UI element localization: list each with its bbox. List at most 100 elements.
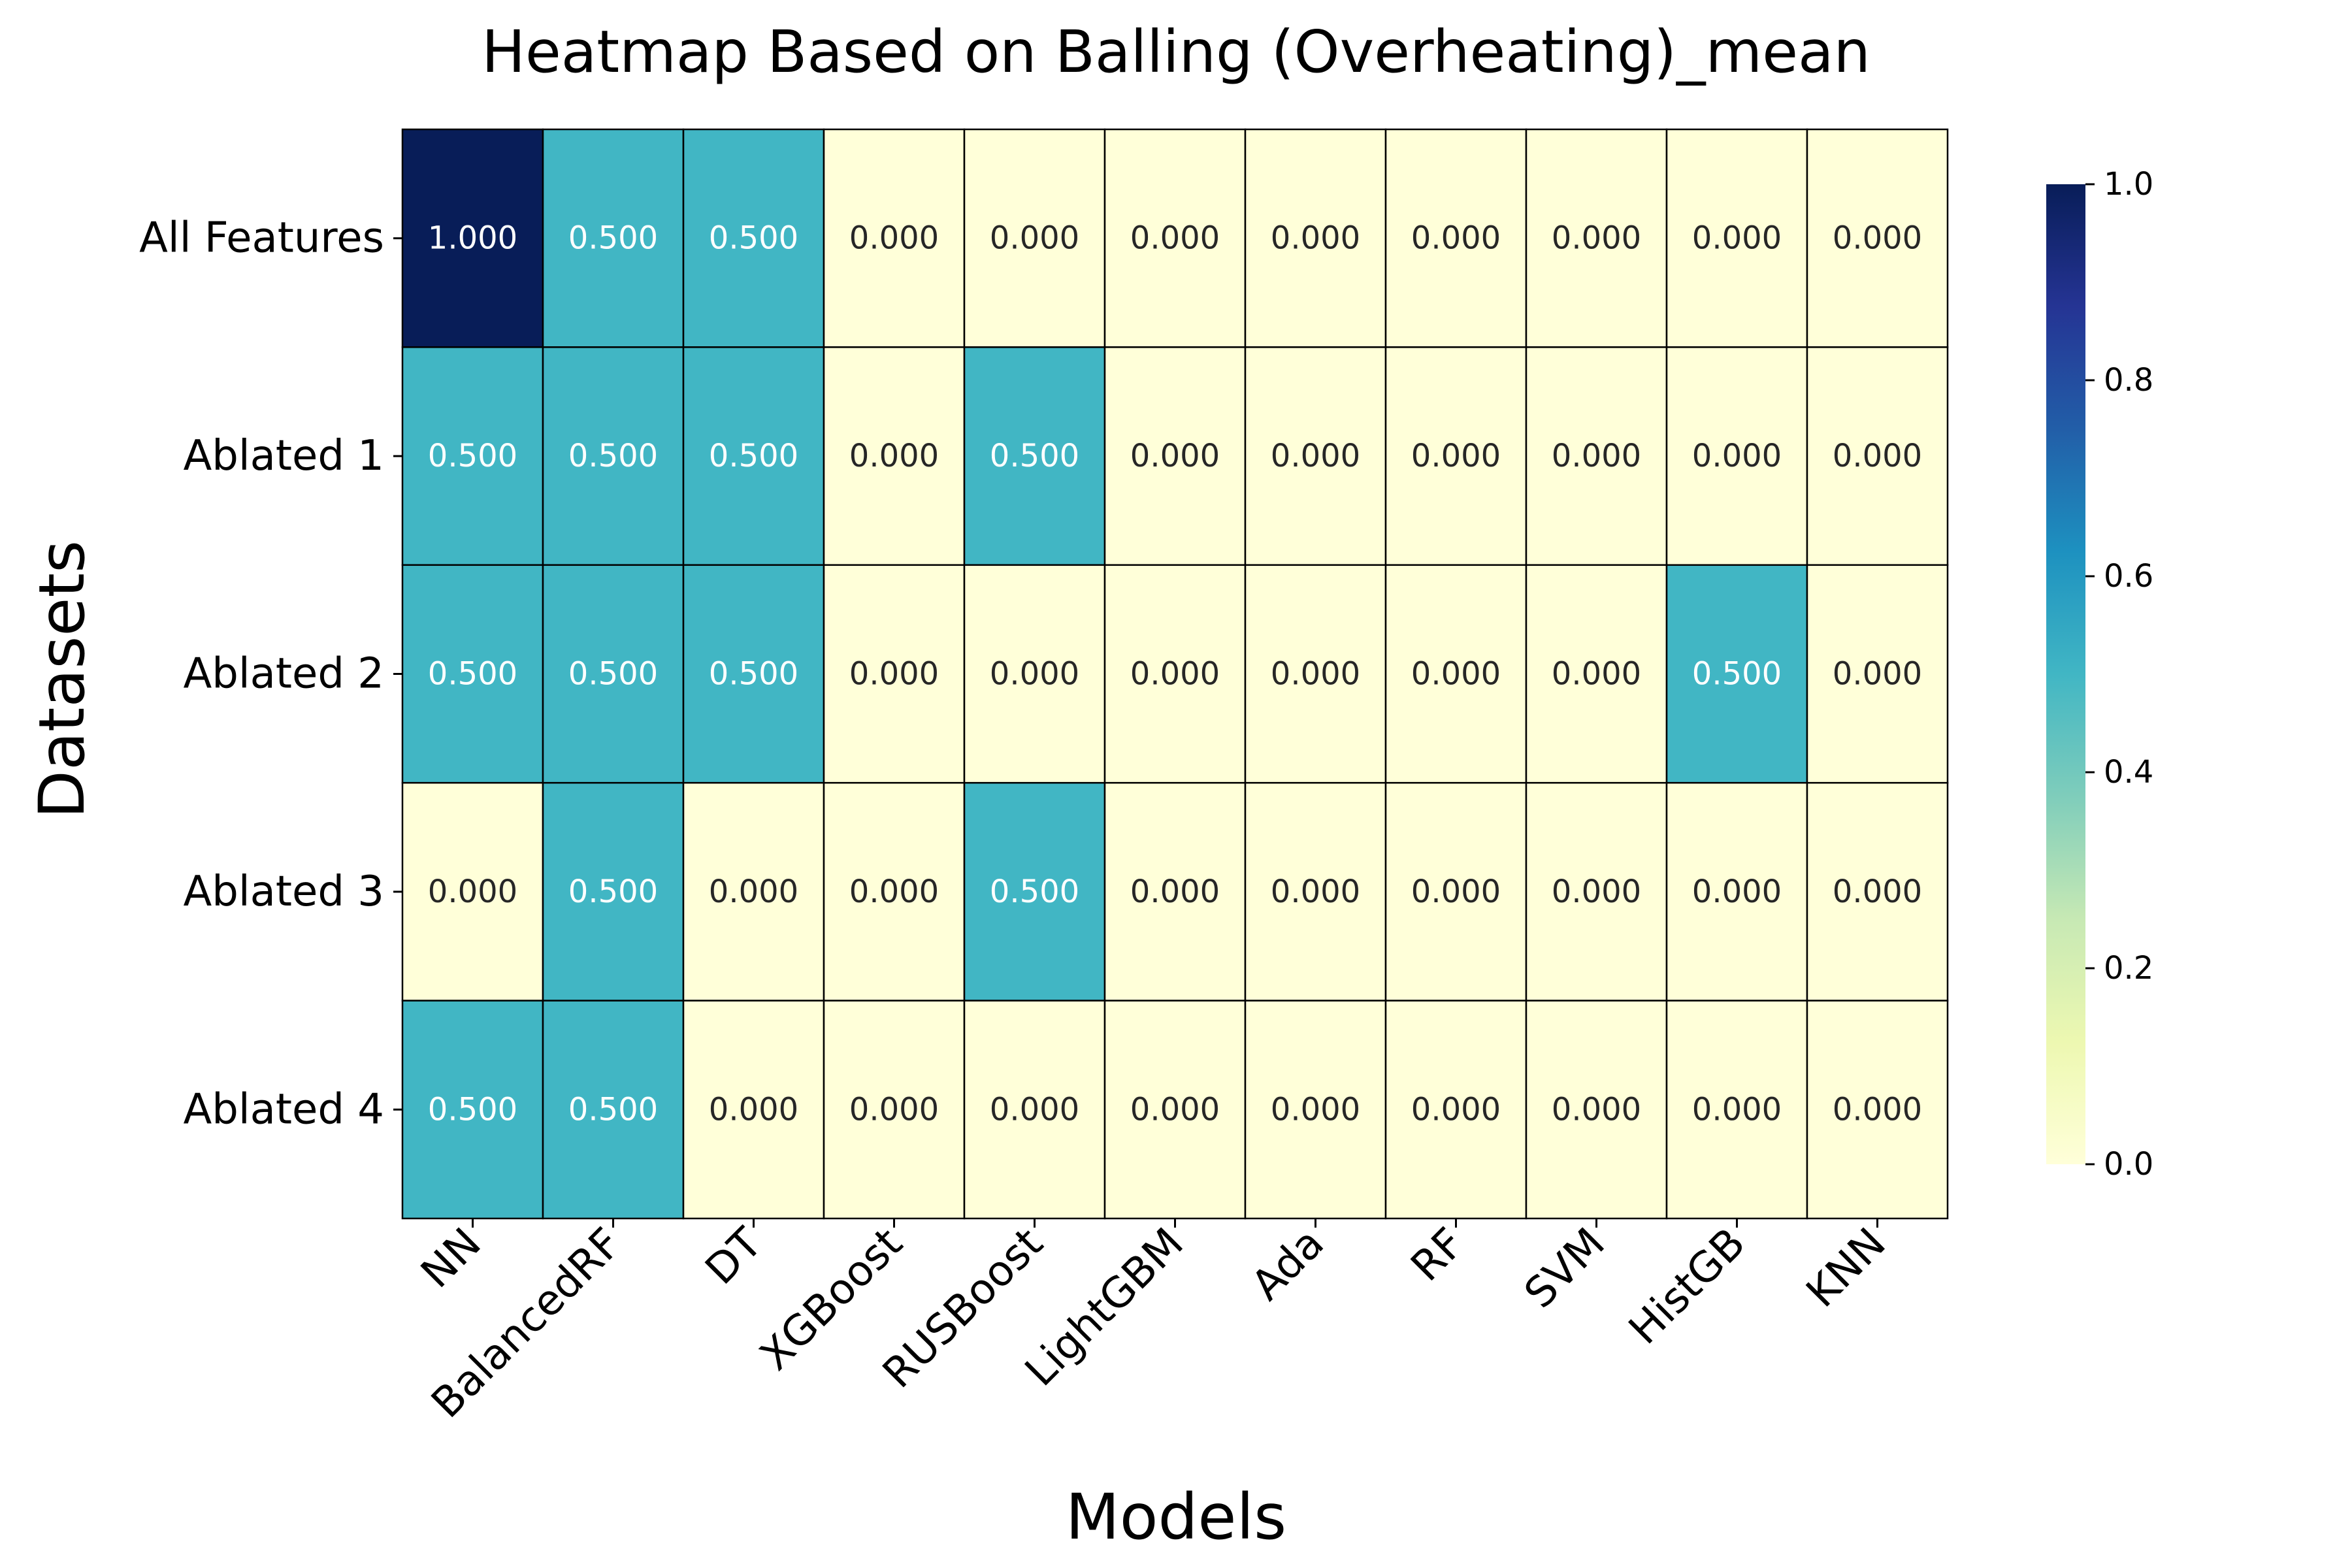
- cell-value-label: 0.000: [1552, 874, 1641, 910]
- cell-value-label: 0.000: [1552, 438, 1641, 474]
- cell-value-label: 0.000: [1130, 438, 1220, 474]
- heatmap-cell: [1244, 564, 1387, 784]
- heatmap-cell: [1384, 346, 1527, 566]
- cell-value-label: 0.000: [709, 874, 798, 910]
- heatmap-cell: [401, 1000, 544, 1220]
- y-axis-label: Datasets: [25, 540, 99, 819]
- heatmap-cell: [1525, 1000, 1668, 1220]
- cell-value-label: 0.500: [428, 438, 517, 474]
- cell-value-label: 0.000: [990, 1091, 1079, 1128]
- heatmap-cell: [1244, 1000, 1387, 1220]
- heatmap-cell: [1525, 564, 1668, 784]
- cell-value-label: 0.000: [1833, 874, 1922, 910]
- heatmap-cell: [1103, 346, 1247, 566]
- cell-value-label: 0.000: [1692, 438, 1782, 474]
- heatmap-cell: [963, 564, 1106, 784]
- cell-value-label: 0.000: [1411, 1091, 1501, 1128]
- colorbar-gradient: [2046, 184, 2085, 1164]
- heatmap-cell: [542, 781, 685, 1002]
- heatmap-cell: [963, 346, 1106, 566]
- cell-value-label: 0.500: [709, 656, 798, 693]
- heatmap-cell: [963, 781, 1106, 1002]
- cell-value-label: 0.000: [849, 656, 939, 693]
- heatmap-cell: [682, 564, 825, 784]
- colorbar-tick-label: 0.6: [2104, 558, 2153, 595]
- cell-value-label: 0.000: [1411, 656, 1501, 693]
- cell-value-label: 0.000: [1552, 1091, 1641, 1128]
- row-tick-label: All Features: [139, 214, 384, 263]
- heatmap-cell: [1665, 1000, 1808, 1220]
- heatmap-cell: [1806, 781, 1949, 1002]
- heatmap-cell: [1665, 781, 1808, 1002]
- cell-value-label: 0.500: [568, 874, 658, 910]
- heatmap-cell: [963, 128, 1106, 348]
- cell-value-label: 1.000: [428, 220, 517, 257]
- heatmap-cell: [542, 346, 685, 566]
- cell-value-label: 0.500: [428, 1091, 517, 1128]
- colorbar-tick-label: 0.8: [2104, 362, 2153, 399]
- heatmap-cell: [1665, 346, 1808, 566]
- heatmap-cell: [401, 564, 544, 784]
- heatmap-cell: [542, 128, 685, 348]
- row-tick-label: Ablated 1: [183, 432, 384, 480]
- colorbar-tick-label: 0.0: [2104, 1146, 2153, 1183]
- heatmap-cell: [1665, 128, 1808, 348]
- column-tick-label: HistGB: [1620, 1219, 1754, 1354]
- cell-value-label: 0.000: [428, 874, 517, 910]
- cell-value-label: 0.000: [1411, 220, 1501, 257]
- cell-value-label: 0.500: [428, 656, 517, 693]
- column-tick-label: NN: [412, 1219, 491, 1298]
- cell-value-label: 0.000: [1552, 656, 1641, 693]
- column-tick-label: KNN: [1797, 1219, 1895, 1317]
- row-ticks: All Features Ablated 1 Ablated 2 Ablated 3 A…: [139, 214, 402, 1134]
- column-tick-label: SVM: [1516, 1219, 1614, 1318]
- cell-value-label: 0.000: [1833, 438, 1922, 474]
- cell-value-label: 0.000: [1271, 438, 1360, 474]
- heatmap-cell: [401, 346, 544, 566]
- cell-value-label: 0.000: [1271, 874, 1360, 910]
- cell-value-label: 0.000: [849, 1091, 939, 1128]
- heatmap-cell: [1244, 781, 1387, 1002]
- column-tick-label: RF: [1402, 1219, 1474, 1291]
- cell-value-label: 0.000: [1411, 438, 1501, 474]
- heatmap-cell: [963, 1000, 1106, 1220]
- cell-value-label: 0.000: [990, 220, 1079, 257]
- cell-value-label: 0.500: [1692, 656, 1782, 693]
- cell-value-label: 0.000: [1552, 220, 1641, 257]
- heatmap-cell: [682, 781, 825, 1002]
- heatmap-cell: [1103, 128, 1247, 348]
- colorbar-tick-label: 1.0: [2104, 166, 2153, 203]
- heatmap-cell: [1384, 128, 1527, 348]
- heatmap-cell: [1806, 1000, 1949, 1220]
- heatmap-cell: [401, 128, 544, 348]
- heatmap-cell: [1806, 128, 1949, 348]
- cell-value-label: 0.000: [1692, 874, 1782, 910]
- heatmap-cell: [1244, 346, 1387, 566]
- row-tick-label: Ablated 4: [183, 1085, 384, 1134]
- cell-value-label: 0.500: [568, 656, 658, 693]
- heatmap-cell: [1806, 346, 1949, 566]
- cell-value-label: 0.500: [568, 438, 658, 474]
- cell-value-label: 0.000: [1130, 1091, 1220, 1128]
- cell-value-label: 0.500: [990, 438, 1079, 474]
- cell-value-label: 0.000: [849, 438, 939, 474]
- cell-value-label: 0.000: [1833, 1091, 1922, 1128]
- cell-value-label: 0.000: [1271, 656, 1360, 693]
- heatmap-cell: [1525, 346, 1668, 566]
- heatmap-cell: [542, 1000, 685, 1220]
- heatmap-cell: [1103, 781, 1247, 1002]
- chart-title: Heatmap Based on Balling (Overheating)_m…: [482, 18, 1870, 86]
- colorbar: 0.0 0.2 0.4 0.6 0.8 1.0: [2046, 166, 2153, 1183]
- cell-value-label: 0.000: [1833, 220, 1922, 257]
- heatmap-cell: [823, 346, 966, 566]
- cell-value-label: 0.000: [1130, 220, 1220, 257]
- cell-value-label: 0.000: [1130, 656, 1220, 693]
- colorbar-ticks: 0.0 0.2 0.4 0.6 0.8 1.0: [2085, 166, 2153, 1183]
- heatmap-cells: 1.000 0.500 0.500 0.000 0.000 0.000 0.000 0.000…: [401, 128, 1949, 1220]
- heatmap-cell: [682, 346, 825, 566]
- cell-value-label: 0.500: [709, 438, 798, 474]
- cell-value-label: 0.500: [568, 1091, 658, 1128]
- heatmap-cell: [1525, 781, 1668, 1002]
